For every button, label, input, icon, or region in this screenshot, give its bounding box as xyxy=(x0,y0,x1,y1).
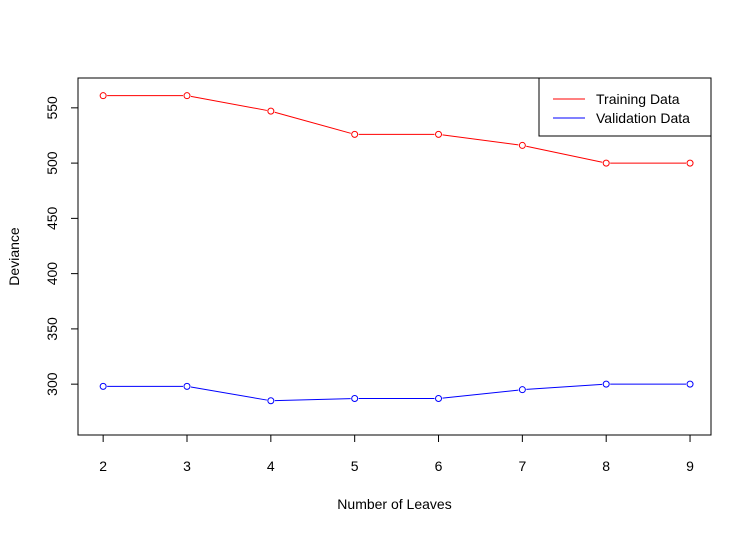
data-point xyxy=(99,92,107,100)
y-tick-label: 550 xyxy=(44,96,60,120)
data-point xyxy=(351,130,359,138)
x-axis: 2 3 4 5 6 7 8 9 xyxy=(99,434,694,474)
x-tick-label: 7 xyxy=(518,458,526,474)
series-line-segment xyxy=(190,386,267,401)
series-line-segment xyxy=(274,398,351,402)
data-point xyxy=(602,159,610,167)
y-axis-title: Deviance xyxy=(6,227,22,286)
series-line-segment xyxy=(526,145,603,163)
series-line-segment xyxy=(274,111,351,134)
series-validation-data xyxy=(99,380,694,405)
series-line-segment xyxy=(442,389,519,399)
legend: Training Data Validation Data xyxy=(538,77,712,137)
y-tick-label: 450 xyxy=(44,206,60,230)
x-tick-label: 6 xyxy=(435,458,443,474)
series-layer xyxy=(99,92,694,405)
y-axis: 300 350 400 450 500 550 xyxy=(44,96,79,396)
legend-label-training: Training Data xyxy=(596,91,680,107)
x-tick-label: 9 xyxy=(686,458,694,474)
data-point xyxy=(602,380,610,388)
y-tick-label: 300 xyxy=(44,372,60,396)
data-point xyxy=(518,386,526,394)
x-tick-label: 2 xyxy=(99,458,107,474)
data-point xyxy=(351,395,359,403)
legend-box xyxy=(538,77,712,137)
data-point xyxy=(99,382,107,390)
data-point xyxy=(686,159,694,167)
data-point xyxy=(686,380,694,388)
legend-label-validation: Validation Data xyxy=(596,110,690,126)
data-point xyxy=(435,130,443,138)
data-point xyxy=(183,92,191,100)
x-tick-label: 4 xyxy=(267,458,275,474)
y-tick-label: 500 xyxy=(44,151,60,175)
x-tick-label: 3 xyxy=(183,458,191,474)
y-tick-label: 400 xyxy=(44,262,60,286)
data-point xyxy=(267,107,275,115)
data-point xyxy=(267,397,275,405)
data-point xyxy=(518,141,526,149)
x-axis-title: Number of Leaves xyxy=(337,496,451,512)
x-tick-label: 5 xyxy=(351,458,359,474)
x-tick-label: 8 xyxy=(602,458,610,474)
series-line-segment xyxy=(190,95,267,111)
series-line-segment xyxy=(442,134,519,146)
y-tick-label: 350 xyxy=(44,317,60,341)
data-point xyxy=(435,395,443,403)
series-training-data xyxy=(99,92,694,167)
data-point xyxy=(183,382,191,390)
series-line-segment xyxy=(526,383,603,390)
